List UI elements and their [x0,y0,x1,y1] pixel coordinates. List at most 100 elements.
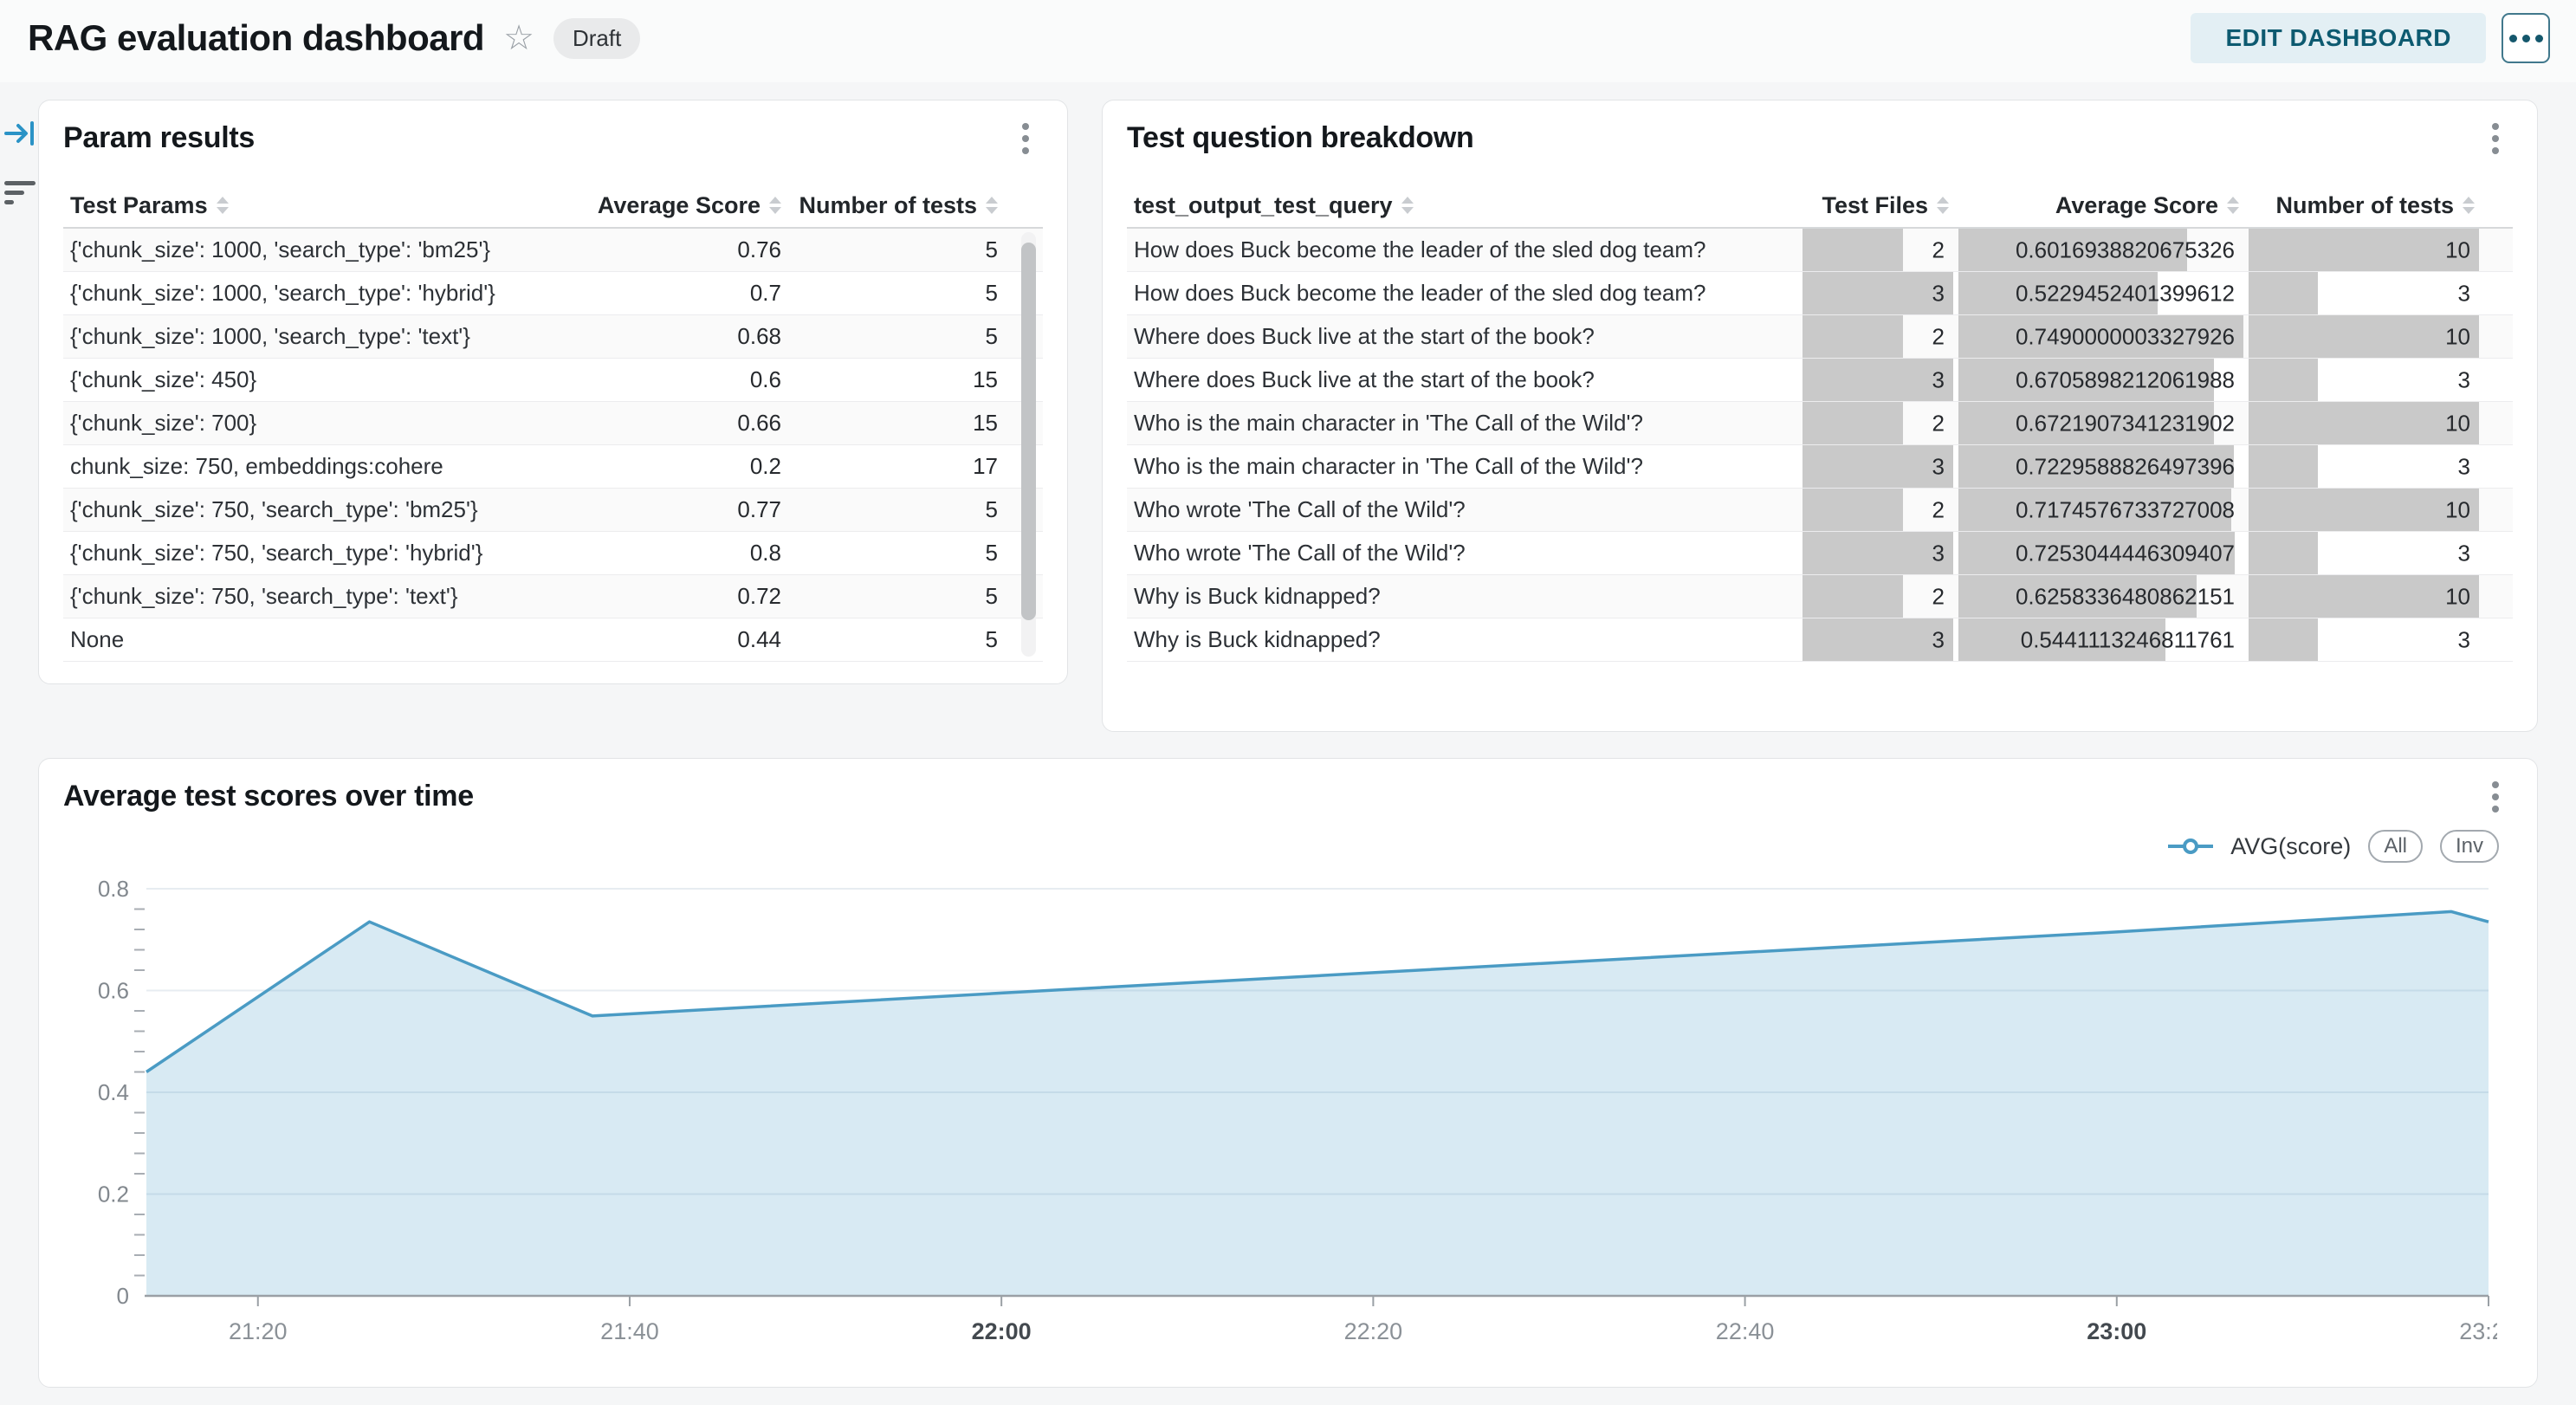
test-params-cell: {'chunk_size': 750, 'search_type': 'text… [70,583,458,609]
test-params-cell: {'chunk_size': 1000, 'search_type': 'bm2… [70,236,491,262]
legend-series-label: AVG(score) [2230,832,2352,859]
number-of-tests-cell: 10 [2246,489,2482,531]
average-score-cell: 0.7253044446309407 [1956,532,2246,574]
column-header-average-score[interactable]: Average Score [1956,192,2246,219]
average-score-cell: 0.76 [737,236,781,262]
test-query-cell: Who wrote 'The Call of the Wild'? [1134,496,1466,522]
table-row: Who wrote 'The Call of the Wild'? 3 0.7253… [1127,532,2513,575]
data-bar [1958,575,2197,618]
column-header-average-score[interactable]: Average Score [537,192,788,219]
cell-value: 0.5441113246811761 [2020,626,2235,652]
svg-text:22:00: 22:00 [972,1318,1032,1344]
table-row: {'chunk_size': 750, 'search_type': 'text… [63,575,1043,618]
page-title: RAG evaluation dashboard [28,17,485,58]
panel-menu-button[interactable] [1008,121,1043,156]
column-header-test-files[interactable]: Test Files [1800,192,1956,219]
column-header-test-params[interactable]: Test Params [63,192,537,219]
data-bar [2249,272,2318,314]
filter-icon[interactable] [3,176,36,209]
svg-text:21:20: 21:20 [229,1318,288,1344]
average-score-cell: 0.6721907341231902 [1956,402,2246,444]
cell-value: 0.6721907341231902 [2015,410,2235,436]
cell-value: 2 [1932,496,1945,522]
cell-value: 10 [2445,583,2470,609]
scrollbar-track[interactable] [1021,232,1036,657]
number-of-tests-cell: 10 [2246,315,2482,358]
data-bar [2249,445,2318,488]
data-bar [2249,315,2479,358]
column-header-number-of-tests[interactable]: Number of tests [2246,192,2482,219]
test-query-cell: Why is Buck kidnapped? [1134,626,1381,652]
test-files-cell: 2 [1800,489,1956,531]
table-row: {'chunk_size': 750, 'search_type': 'hybr… [63,532,1043,575]
top-header: RAG evaluation dashboard ☆ Draft EDIT DA… [0,0,2576,82]
table-row: {'chunk_size': 1000, 'search_type': 'tex… [63,315,1043,359]
data-bar [1958,272,2158,314]
table-row: Where does Buck live at the start of the… [1127,315,2513,359]
panel-menu-button[interactable] [2478,121,2513,156]
test-files-cell: 2 [1800,229,1956,271]
data-bar [2249,359,2318,401]
cell-value: 2 [1932,583,1945,609]
svg-text:22:40: 22:40 [1716,1318,1775,1344]
test-params-cell: {'chunk_size': 700} [70,410,257,436]
filter-bars-icon [4,180,36,204]
data-bar [2249,575,2479,618]
column-header-test-query[interactable]: test_output_test_query [1127,192,1800,219]
table-row: Why is Buck kidnapped? 2 0.625833648086215… [1127,575,2513,618]
vertical-ellipsis-icon [2492,135,2499,142]
table-row: How does Buck become the leader of the s… [1127,272,2513,315]
test-query-cell: Who wrote 'The Call of the Wild'? [1134,540,1466,566]
number-of-tests-cell: 5 [985,236,998,262]
data-bar [1958,359,2214,401]
column-header-number-of-tests[interactable]: Number of tests [788,192,1005,219]
table-header-row: test_output_test_query Test Files Averag… [1127,184,2513,229]
average-score-cell: 0.68 [737,323,781,349]
average-score-cell: 0.6 [749,366,781,392]
favorite-star-icon[interactable]: ☆ [503,19,534,57]
legend-inv-button[interactable]: Inv [2439,830,2499,863]
cell-value: 0.7253044446309407 [2015,540,2235,566]
panel-menu-button[interactable] [2478,780,2513,814]
sort-icon [2227,197,2239,214]
data-bar [2249,402,2479,444]
test-query-cell: Where does Buck live at the start of the… [1134,323,1595,349]
average-score-cell: 0.6016938820675326 [1956,229,2246,271]
svg-text:0.8: 0.8 [98,876,129,902]
test-files-cell: 2 [1800,402,1956,444]
chart-legend: AVG(score) All Inv [2168,830,2499,863]
svg-text:0.4: 0.4 [98,1079,129,1105]
cell-value: 0.6705898212061988 [2015,366,2235,392]
area-chart-plot[interactable]: 0 0.2 0.4 0.6 0.8 21:20 21:40 22:00 22:20 22:40 23… [60,871,2497,1356]
test-query-cell: Where does Buck live at the start of the… [1134,366,1595,392]
average-score-cell: 0.2 [749,453,781,479]
number-of-tests-cell: 3 [2246,532,2482,574]
legend-all-button[interactable]: All [2368,830,2423,863]
scrollbar-thumb[interactable] [1021,243,1036,621]
data-bar [1803,272,1953,314]
question-breakdown-table-body: How does Buck become the leader of the s… [1127,229,2513,662]
number-of-tests-cell: 10 [2246,229,2482,271]
cell-value: 10 [2445,496,2470,522]
table-row: Who is the main character in 'The Call o… [1127,402,2513,445]
edit-dashboard-button[interactable]: EDIT DASHBOARD [2191,13,2486,63]
horizontal-ellipsis-icon [2521,34,2530,42]
number-of-tests-cell: 5 [985,626,998,652]
cell-value: 3 [2457,453,2470,479]
average-score-cell: 0.8 [749,540,781,566]
more-options-button[interactable] [2502,13,2550,63]
cell-value: 10 [2445,236,2470,262]
table-row: Why is Buck kidnapped? 3 0.544111324681176… [1127,618,2513,662]
sort-icon [1401,197,1414,214]
panel-title: Test question breakdown [1127,121,1474,154]
collapse-panel-icon[interactable] [3,117,36,150]
chart-panel: Average test scores over time AVG(score)… [38,758,2538,1388]
number-of-tests-cell: 10 [2246,402,2482,444]
average-score-cell: 0.5441113246811761 [1956,618,2246,661]
number-of-tests-cell: 5 [985,323,998,349]
sort-icon [2463,197,2475,214]
sort-icon [986,197,998,214]
panel-title: Param results [63,121,256,154]
average-score-cell: 0.7 [749,280,781,306]
